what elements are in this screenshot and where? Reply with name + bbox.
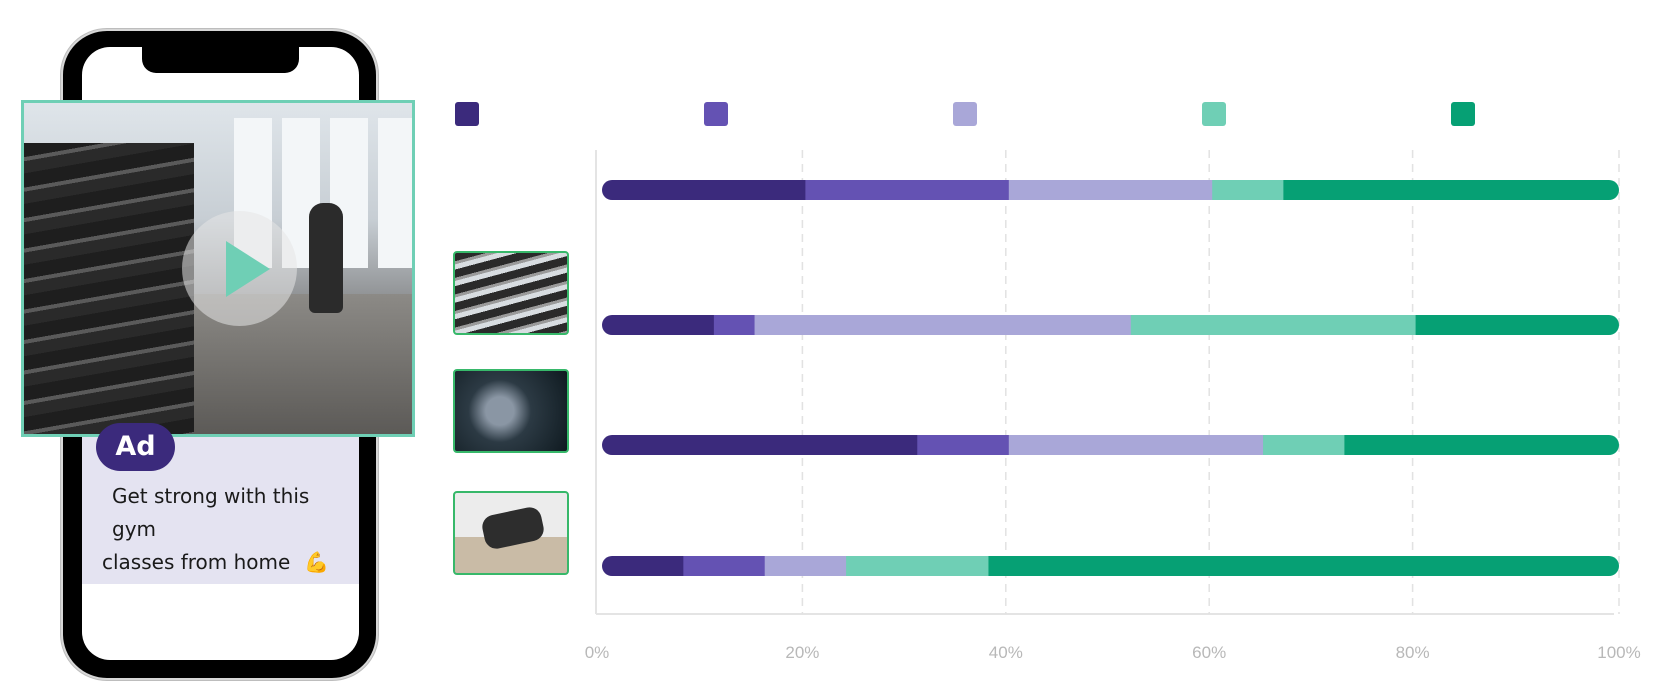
ad-video[interactable] [21,100,415,437]
bar-row-2 [602,315,1619,335]
bar-segment-row2-series4 [1130,315,1417,335]
row-thumbnail-boxing [453,369,569,453]
bar-segment-row3-series1 [602,435,918,455]
row-thumbnail-gym [453,251,569,335]
bar-segment-row1-series5 [1283,180,1619,200]
row-thumbnail-pushup [453,491,569,575]
gym-person [309,203,343,313]
bar-segment-row1-series3 [1008,180,1213,200]
bar-row-1 [602,180,1619,200]
legend-swatch-2 [704,102,728,126]
ad-text-line-2: classes from home 💪 [102,546,352,579]
dumbbell-rack [24,143,194,434]
play-icon[interactable] [182,211,297,326]
bar-segment-row2-series2 [713,315,756,335]
bar-segment-row3-series5 [1344,435,1619,455]
legend-swatch-3 [953,102,977,126]
bar-segment-row3-series2 [917,435,1010,455]
ad-text-line-2-text: classes from home [102,550,291,574]
bar-row-4 [602,556,1619,576]
x-tick-label: 80% [1396,643,1430,662]
ad-text: Get strong with this gym classes from ho… [102,480,352,579]
bar-segment-row3-series4 [1263,435,1345,455]
bar-segment-row4-series5 [988,556,1619,576]
bar-row-3 [602,435,1619,455]
ad-text-line-1: Get strong with this gym [112,484,310,541]
bar-segment-row3-series3 [1008,435,1264,455]
bar-segment-row1-series2 [805,180,1010,200]
x-tick-label: 40% [989,643,1023,662]
bar-segment-row4-series4 [846,556,989,576]
bar-segment-row2-series3 [754,315,1132,335]
legend-swatch-5 [1451,102,1475,126]
bar-segment-row4-series3 [764,556,847,576]
bar-segment-row2-series5 [1415,315,1619,335]
ad-badge: Ad [96,423,175,471]
phone-notch [142,41,299,73]
x-tick-label: 60% [1192,643,1226,662]
flexed-biceps-icon: 💪 [304,550,330,574]
legend-swatch-1 [455,102,479,126]
legend-swatch-4 [1202,102,1226,126]
gym-window [378,118,412,268]
bar-segment-row1-series4 [1212,180,1284,200]
x-tick-label: 100% [1597,643,1640,662]
bar-segment-row2-series1 [602,315,715,335]
bar-segment-row4-series1 [602,556,684,576]
bar-segment-row1-series1 [602,180,806,200]
x-tick-label: 20% [785,643,819,662]
x-tick-label: 0% [585,643,610,662]
bar-segment-row4-series2 [683,556,766,576]
